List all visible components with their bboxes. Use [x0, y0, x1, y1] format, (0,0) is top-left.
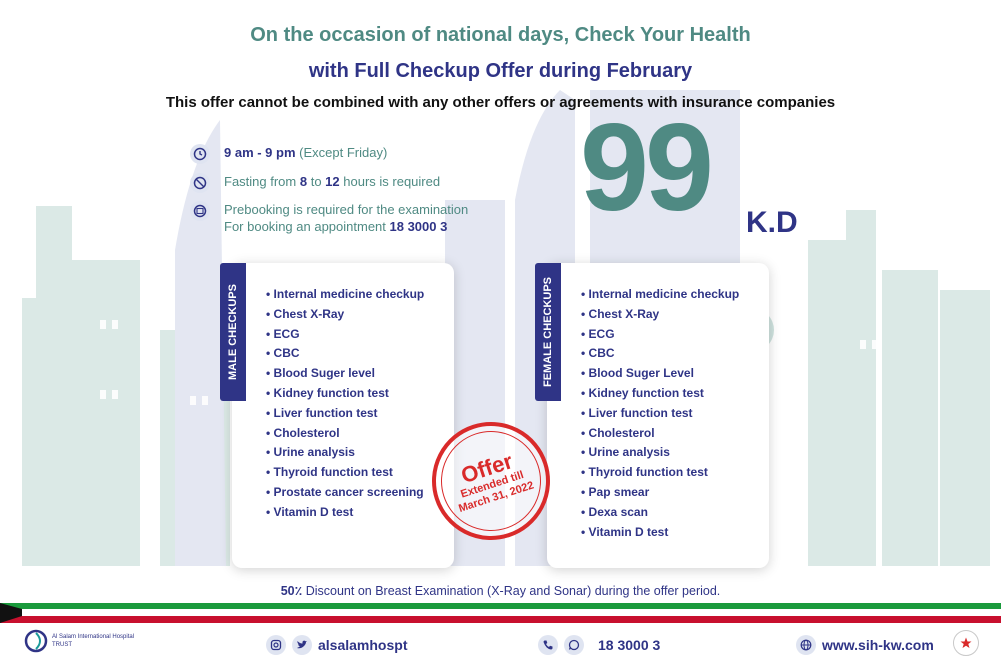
list-item: ECG [581, 325, 739, 345]
globe-icon [796, 635, 816, 655]
male-checkups-tab: MALE CHECKUPS [220, 263, 246, 401]
female-checkups-tab: FEMALE CHECKUPS [535, 263, 561, 401]
list-item: Thyroid function test [581, 463, 739, 483]
list-item: Chest X-Ray [581, 305, 739, 325]
contact-phone: 18 3000 3 [538, 635, 660, 655]
list-item: CBC [266, 344, 424, 364]
headline-offer: with Full Checkup Offer during February [308, 60, 693, 82]
list-item: Blood Suger Level [581, 364, 739, 384]
prebook-line1: Prebooking is required for the examinati… [224, 202, 469, 217]
prebook-phone: 18 3000 3 [389, 219, 448, 234]
website-link: www.sih-kw.com [796, 635, 934, 655]
footer-website[interactable]: www.sih-kw.com [822, 637, 934, 653]
award-badge-icon [953, 630, 979, 656]
logo-mark-icon [24, 629, 48, 653]
list-item: Prostate cancer screening [266, 483, 424, 503]
logo-name: Al Salam International Hospital [52, 634, 135, 640]
whatsapp-icon[interactable] [564, 635, 584, 655]
price-currency: K.D [746, 206, 798, 239]
list-item: Kidney function test [581, 384, 739, 404]
list-item: Dexa scan [581, 503, 739, 523]
stamp-line2: March 31, 2022 [457, 479, 536, 515]
list-item: Liver function test [581, 404, 739, 424]
stamp-offer: Offer [457, 448, 516, 489]
list-item: Urine analysis [581, 443, 739, 463]
female-checkups-list: Internal medicine checkup Chest X-Ray EC… [581, 285, 740, 543]
list-item: CBC [581, 344, 739, 364]
instagram-icon[interactable] [266, 635, 286, 655]
female-checkups-card: FEMALE CHECKUPS Internal medicine checku… [535, 263, 769, 568]
list-item: Cholesterol [266, 424, 424, 444]
list-item: Liver function test [266, 404, 424, 424]
price-amount: 99 [580, 99, 714, 237]
no-food-icon [190, 173, 210, 193]
fasting-text-post: hours is required [339, 174, 441, 189]
twitter-icon[interactable] [292, 635, 312, 655]
discount-percent: 50٪ [280, 584, 303, 598]
prebook-line2: For booking an appointment [224, 219, 390, 234]
stamp-line1: Extended till [459, 468, 526, 501]
list-item: Chest X-Ray [266, 305, 424, 325]
list-item: Vitamin D test [266, 503, 424, 523]
list-item: Vitamin D test [581, 523, 739, 543]
discount-text: Discount on Breast Examination (X-Ray an… [302, 584, 721, 598]
footer: Al Salam International Hospital TRUST al… [0, 623, 1001, 666]
list-item: Urine analysis [266, 443, 424, 463]
list-item: ECG [266, 325, 424, 345]
clock-icon [190, 144, 210, 164]
hours-time: 9 am - 9 pm [224, 145, 296, 160]
fasting-text-mid: to [307, 174, 326, 189]
fasting-text-pre: Fasting from [224, 174, 300, 189]
male-checkups-card: MALE CHECKUPS Internal medicine checkup … [220, 263, 454, 568]
fasting-to: 12 [325, 174, 340, 189]
social-handle[interactable]: alsalamhospt [318, 637, 408, 653]
list-item: Thyroid function test [266, 463, 424, 483]
fasting-row: Fasting from 8 to 12 hours is required [190, 173, 440, 193]
list-item: Internal medicine checkup [581, 285, 740, 305]
hours-note: (Except Friday) [295, 145, 388, 160]
footer-phone[interactable]: 18 3000 3 [598, 637, 661, 653]
male-checkups-list: Internal medicine checkup Chest X-Ray EC… [266, 285, 425, 523]
male-tab-label: MALE CHECKUPS [227, 284, 240, 380]
headline-occasion: On the occasion of national days, Check … [250, 24, 751, 46]
prebook-row: Prebooking is required for the examinati… [190, 201, 468, 235]
kuwait-flag-stripe [0, 603, 1001, 623]
list-item: Blood Suger level [266, 364, 424, 384]
list-item: Kidney function test [266, 384, 424, 404]
fasting-from: 8 [299, 174, 308, 189]
discount-note: 50٪ Discount on Breast Examination (X-Ra… [0, 583, 1001, 598]
logo-tag: TRUST [52, 642, 72, 648]
calendar-icon [190, 201, 210, 221]
female-tab-label: FEMALE CHECKUPS [542, 276, 555, 388]
list-item: Pap smear [581, 483, 739, 503]
phone-icon[interactable] [538, 635, 558, 655]
social-links: alsalamhospt [266, 635, 407, 655]
list-item: Cholesterol [581, 424, 739, 444]
list-item: Internal medicine checkup [266, 285, 425, 305]
offer-disclaimer: This offer cannot be combined with any o… [165, 94, 836, 111]
hours-row: 9 am - 9 pm (Except Friday) [190, 144, 387, 164]
hospital-logo: Al Salam International Hospital TRUST [24, 629, 134, 653]
